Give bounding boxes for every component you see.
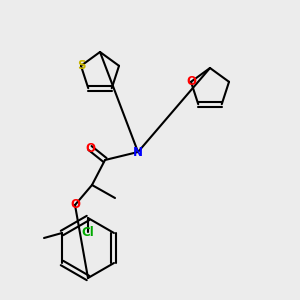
- Text: O: O: [70, 199, 80, 212]
- Text: Cl: Cl: [82, 226, 94, 238]
- Text: S: S: [77, 59, 85, 72]
- Text: O: O: [85, 142, 95, 154]
- Text: N: N: [133, 146, 143, 158]
- Text: O: O: [186, 75, 196, 88]
